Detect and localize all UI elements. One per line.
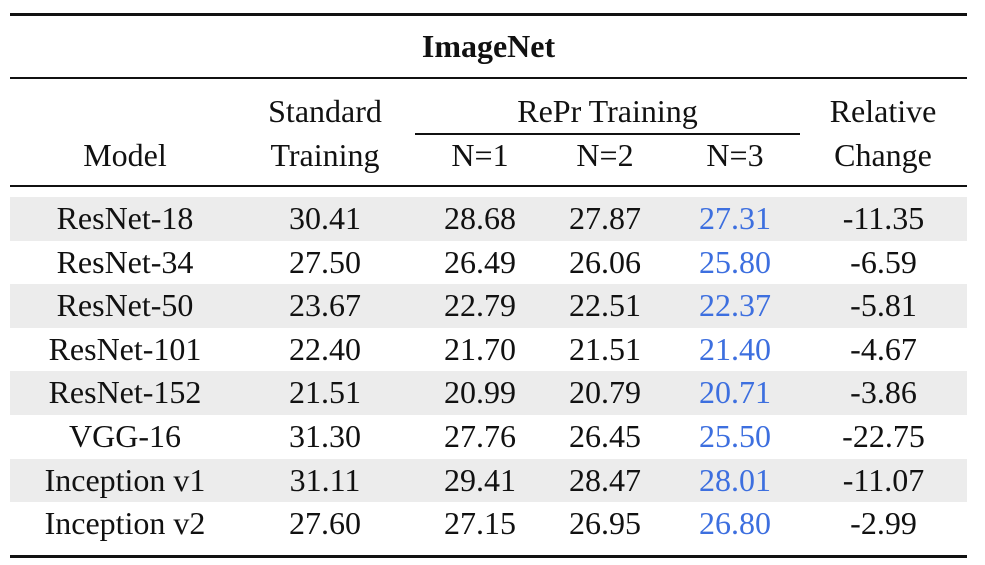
row-shade — [10, 371, 967, 415]
header-standard: Standard Training — [268, 93, 382, 173]
cell-value: 21.40 — [699, 330, 771, 367]
cell-value: 27.15 — [444, 505, 516, 542]
cell-value: 25.50 — [699, 418, 771, 454]
model-name: ResNet-50 — [56, 287, 194, 324]
header-n: N=1 — [451, 137, 509, 173]
cell-value: 26.49 — [444, 243, 516, 280]
cell-value: 31.11 — [289, 461, 361, 498]
cell-value: -11.07 — [842, 461, 925, 498]
cell-value: 27.76 — [444, 418, 516, 454]
cell-value: 30.41 — [289, 200, 361, 236]
cell-value: 26.45 — [569, 418, 641, 454]
table-title: ImageNet — [421, 28, 556, 64]
cell-value: -11.35 — [842, 200, 925, 236]
cell-value: -2.99 — [850, 505, 917, 542]
header-n: N=3 — [706, 137, 764, 173]
cell-value: -5.81 — [850, 287, 917, 324]
header-relative: Relative Change — [829, 93, 937, 173]
header-n: N=2 — [576, 137, 634, 173]
bottom-rule — [10, 555, 967, 558]
header-rule — [10, 185, 967, 187]
cell-value: 21.70 — [444, 330, 516, 367]
model-name: ResNet-101 — [48, 330, 202, 367]
model-name: VGG-16 — [69, 418, 181, 454]
cell-value: 26.80 — [699, 505, 771, 542]
cell-value: -3.86 — [850, 374, 917, 411]
cell-value: 20.79 — [569, 374, 641, 411]
cell-value: 26.06 — [569, 243, 641, 280]
row-shade — [10, 197, 967, 241]
cell-value: 31.30 — [289, 418, 361, 454]
cell-value: 20.99 — [444, 374, 516, 411]
top-rule — [10, 13, 967, 16]
cell-value: 28.68 — [444, 200, 516, 236]
cell-value: 22.40 — [289, 330, 361, 367]
header-repr: RePr Training — [517, 93, 698, 129]
cell-value: 21.51 — [289, 374, 361, 411]
cell-value: 25.80 — [699, 243, 771, 280]
title-rule — [10, 77, 967, 79]
cell-value: 21.51 — [569, 330, 641, 367]
cell-value: -6.59 — [850, 243, 917, 280]
model-name: ResNet-18 — [56, 200, 194, 236]
cell-value: 27.87 — [569, 200, 641, 236]
cell-value: 27.31 — [699, 200, 771, 236]
cell-value: 22.51 — [569, 287, 641, 324]
cell-value: 27.50 — [289, 243, 361, 280]
header-model: Model — [83, 137, 167, 173]
group-rule — [415, 133, 800, 135]
cell-value: 22.37 — [699, 287, 771, 324]
model-name: ResNet-152 — [48, 374, 202, 411]
cell-value: 27.60 — [289, 505, 361, 542]
row-shade — [10, 284, 967, 328]
row-shade — [10, 458, 967, 503]
model-name: ResNet-34 — [56, 243, 194, 280]
cell-value: 23.67 — [289, 287, 361, 324]
cell-value: 29.41 — [444, 461, 516, 498]
cell-value: 28.47 — [569, 461, 641, 498]
cell-value: 28.01 — [699, 461, 771, 498]
cell-value: 26.95 — [569, 505, 641, 542]
model-name: Inception v2 — [44, 505, 206, 542]
cell-value: -22.75 — [842, 418, 925, 454]
model-name: Inception v1 — [44, 461, 206, 498]
cell-value: -4.67 — [850, 330, 917, 367]
cell-value: 20.71 — [699, 374, 771, 411]
cell-value: 22.79 — [444, 287, 516, 324]
